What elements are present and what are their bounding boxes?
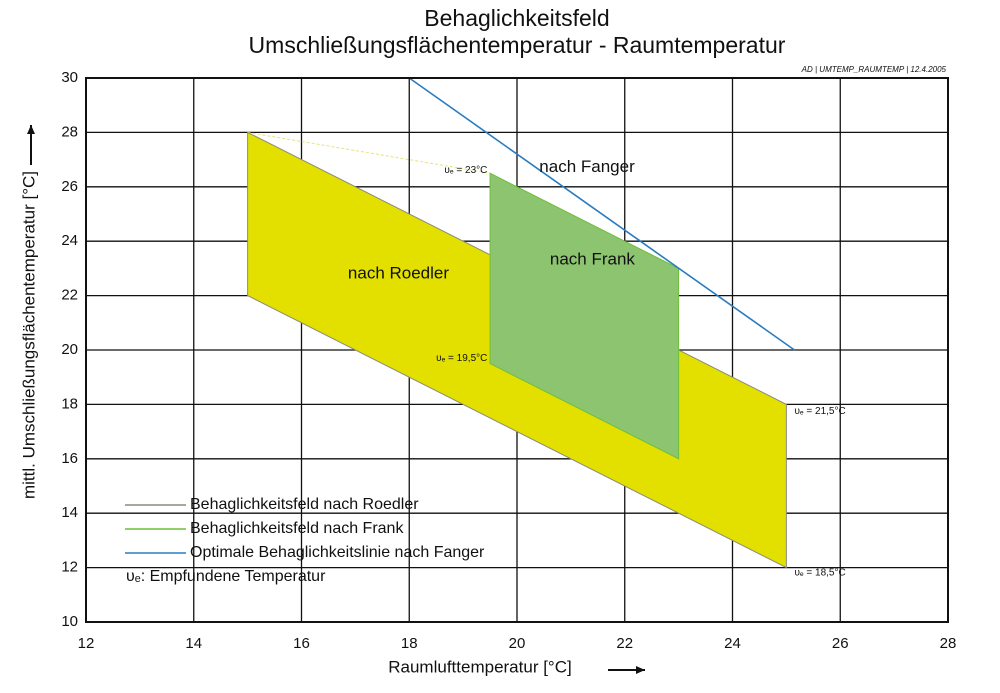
- annotation: υₑ = 23°C: [444, 165, 487, 176]
- y-tick-label: 24: [61, 232, 78, 249]
- y-tick-label: 26: [61, 178, 78, 195]
- x-tick-label: 22: [616, 635, 633, 652]
- stamp: AD | UMTEMP_RAUMTEMP | 12.4.2005: [801, 65, 947, 74]
- x-tick-label: 28: [940, 635, 957, 652]
- y-tick-label: 10: [61, 613, 78, 630]
- x-tick-label: 20: [509, 635, 526, 652]
- x-axis-label: Raumlufttemperatur [°C]: [388, 657, 571, 676]
- y-axis-label: mittl. Umschließungsflächentemperatur [°…: [19, 171, 38, 499]
- y-tick-label: 30: [61, 69, 78, 86]
- x-arrow-head: [636, 666, 645, 674]
- comfort-line: [408, 77, 795, 351]
- x-tick-label: 26: [832, 635, 849, 652]
- annotation: υₑ = 21,5°C: [794, 406, 845, 417]
- y-tick-label: 28: [61, 123, 78, 140]
- y-tick-label: 16: [61, 450, 78, 467]
- y-tick-label: 20: [61, 341, 78, 358]
- y-tick-label: 18: [61, 395, 78, 412]
- connector: [247, 131, 491, 174]
- x-tick-label: 16: [293, 635, 310, 652]
- region-label: nach Frank: [550, 250, 636, 269]
- chart-title: Behaglichkeitsfeld: [424, 5, 609, 31]
- legend-label: Optimale Behaglichkeitslinie nach Fanger: [190, 544, 485, 561]
- legend-note: υₑ: Empfundene Temperatur: [126, 568, 326, 585]
- chart-subtitle: Umschließungsflächentemperatur - Raumtem…: [249, 32, 786, 58]
- x-tick-label: 24: [724, 635, 741, 652]
- x-tick-label: 18: [401, 635, 418, 652]
- y-arrow-head: [27, 125, 35, 134]
- region-label: nach Roedler: [348, 263, 449, 282]
- y-tick-label: 14: [61, 504, 78, 521]
- legend-label: Behaglichkeitsfeld nach Roedler: [190, 496, 419, 513]
- x-tick-label: 12: [78, 635, 95, 652]
- x-tick-label: 14: [185, 635, 202, 652]
- legend-label: Behaglichkeitsfeld nach Frank: [190, 520, 404, 537]
- plot-border: [85, 77, 949, 623]
- y-tick-label: 22: [61, 287, 78, 304]
- comfort-field: [489, 172, 680, 460]
- y-tick-label: 12: [61, 559, 78, 576]
- region-label: nach Fanger: [539, 157, 635, 176]
- annotation: υₑ = 18,5°C: [794, 568, 845, 579]
- annotation: υₑ = 19,5°C: [436, 353, 487, 364]
